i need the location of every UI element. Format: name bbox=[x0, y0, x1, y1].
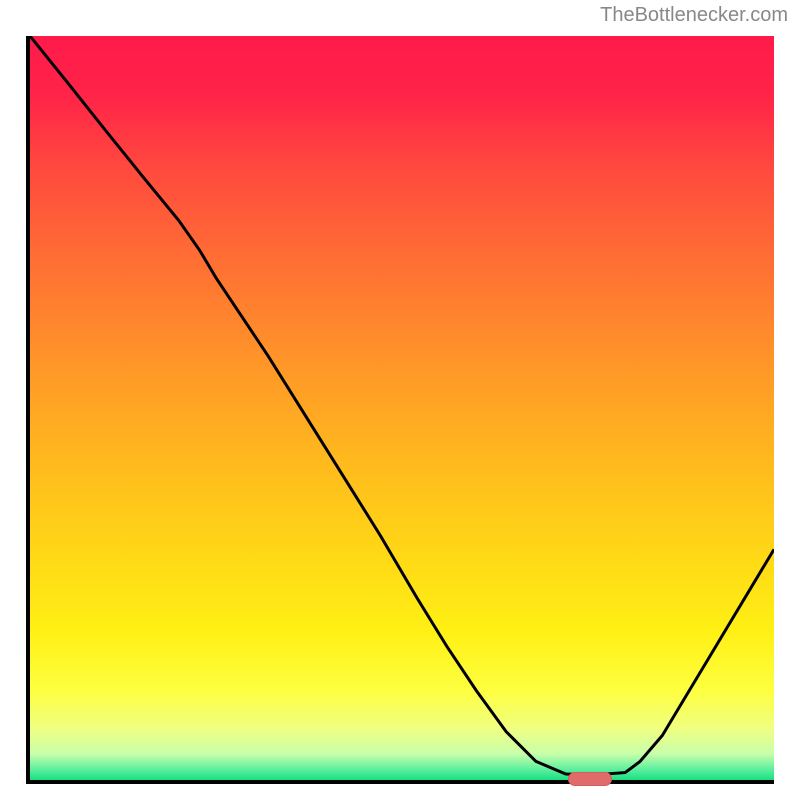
optimal-point-marker bbox=[568, 772, 612, 786]
watermark-text: TheBottlenecker.com bbox=[600, 4, 788, 27]
chart-frame bbox=[26, 36, 774, 784]
bottleneck-curve bbox=[30, 36, 774, 780]
